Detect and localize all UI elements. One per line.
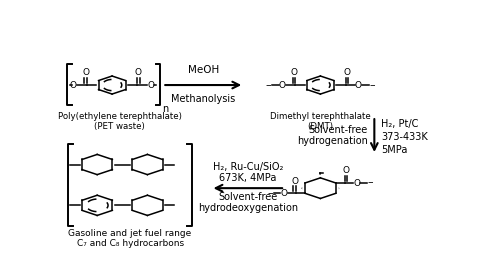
Text: O: O bbox=[281, 189, 288, 198]
Text: Methanolysis: Methanolysis bbox=[171, 94, 235, 104]
Text: H₂, Pt/C: H₂, Pt/C bbox=[381, 119, 419, 129]
Text: H₂, Ru-Cu/SiO₂: H₂, Ru-Cu/SiO₂ bbox=[213, 162, 283, 172]
Text: 5MPa: 5MPa bbox=[381, 145, 408, 155]
Text: O: O bbox=[290, 68, 298, 77]
Text: –: – bbox=[368, 177, 373, 187]
Text: MeOH: MeOH bbox=[188, 65, 219, 75]
Text: hydrodeoxygenation: hydrodeoxygenation bbox=[198, 203, 298, 213]
Text: 673K, 4MPa: 673K, 4MPa bbox=[219, 173, 276, 183]
Text: Dimethyl terephthalate
(DMT): Dimethyl terephthalate (DMT) bbox=[270, 112, 371, 131]
Text: n: n bbox=[162, 104, 168, 114]
Text: 373-433K: 373-433K bbox=[381, 132, 428, 142]
Text: –: – bbox=[370, 80, 375, 90]
Text: O: O bbox=[291, 177, 299, 186]
Text: O: O bbox=[343, 68, 350, 77]
Text: Gasoline and jet fuel range
C₇ and C₈ hydrocarbons: Gasoline and jet fuel range C₇ and C₈ hy… bbox=[69, 229, 192, 248]
Text: Poly(ethylene terephthalate)
(PET waste): Poly(ethylene terephthalate) (PET waste) bbox=[58, 112, 181, 131]
Text: Solvent-free
hydrogenation: Solvent-free hydrogenation bbox=[297, 125, 368, 146]
Text: O: O bbox=[82, 68, 89, 77]
Text: O: O bbox=[342, 166, 349, 175]
Text: O: O bbox=[135, 68, 142, 77]
Text: O: O bbox=[279, 81, 286, 90]
Text: –: – bbox=[267, 188, 273, 198]
Text: O: O bbox=[147, 81, 154, 90]
Text: –: – bbox=[265, 80, 271, 90]
Text: O: O bbox=[355, 81, 362, 90]
Text: Solvent-free: Solvent-free bbox=[218, 193, 277, 203]
Text: O: O bbox=[70, 81, 77, 90]
Text: O: O bbox=[353, 179, 360, 187]
